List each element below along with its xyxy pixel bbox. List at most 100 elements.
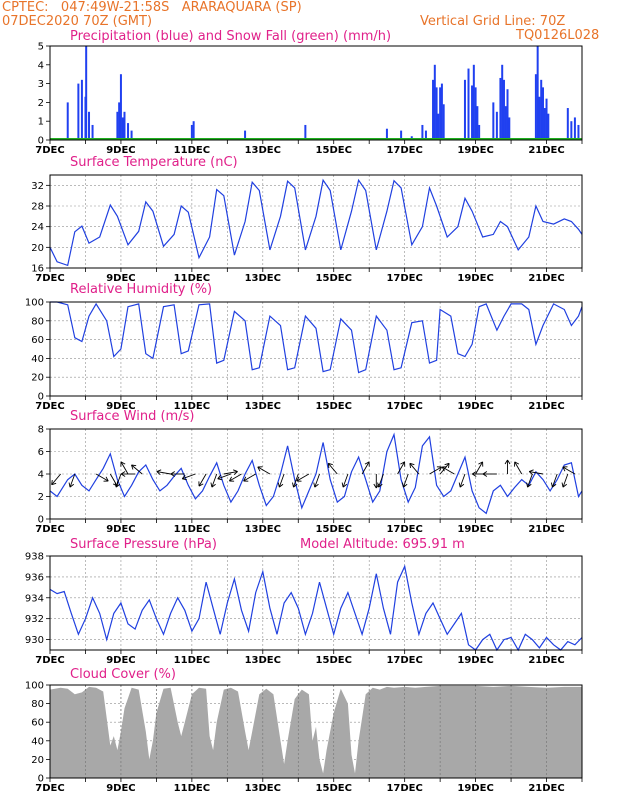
wind-arrow	[529, 471, 544, 475]
x-tick-label: 9DEC	[106, 783, 135, 794]
precip-bar	[127, 123, 130, 140]
precip-bar	[492, 102, 495, 140]
x-tick-label: 21DEC	[528, 783, 564, 794]
wind-arrowhead	[550, 482, 557, 488]
y-tick-label: 60	[31, 335, 44, 346]
y-tick-label: 28	[31, 202, 44, 213]
y-tick-label: 936	[25, 572, 44, 583]
y-tick-label: 40	[31, 354, 44, 365]
panel-frame	[49, 45, 583, 141]
y-tick-label: 930	[25, 635, 44, 646]
y-tick-label: 4	[38, 60, 44, 71]
wind-arrowhead	[341, 482, 348, 488]
series-line	[49, 564, 583, 652]
x-tick-label: 9DEC	[106, 524, 135, 535]
precip-bar	[502, 79, 505, 140]
precip-bar	[543, 108, 546, 140]
x-tick-label: 13DEC	[245, 273, 281, 284]
y-tick-label: 100	[25, 298, 44, 309]
wind-arrowhead	[103, 476, 109, 482]
wind-arrow	[409, 462, 420, 475]
wind-arrow	[217, 473, 232, 480]
wind-arrowhead	[409, 462, 415, 469]
precip-bar	[437, 113, 440, 140]
wind-arrow	[229, 473, 242, 482]
y-tick-label: 5	[38, 42, 44, 53]
precip-bar	[424, 130, 427, 140]
x-tick-label: 15DEC	[316, 524, 352, 535]
wind-arrowhead	[292, 482, 298, 488]
precip-bar	[538, 96, 541, 140]
wind-arrowhead	[514, 461, 520, 467]
precip-bar	[432, 79, 435, 140]
model-altitude-label: Model Altitude: 695.91 m	[300, 537, 465, 552]
y-tick-label: 0	[38, 392, 44, 403]
precip-bar	[421, 124, 424, 140]
panel-frame	[49, 684, 583, 779]
wind-arrowhead	[562, 466, 568, 472]
y-tick-label: 20	[31, 373, 44, 384]
x-tick-label: 9DEC	[106, 655, 135, 666]
y-tick-label: 16	[31, 264, 44, 275]
panel-title: Relative Humidity (%)	[70, 282, 212, 297]
wind-arrowhead	[402, 482, 408, 488]
wind-arrow	[156, 471, 171, 475]
y-tick-label: 20	[31, 755, 44, 766]
x-tick-label: 17DEC	[386, 273, 422, 284]
precip-bar	[435, 87, 438, 140]
wind-arrow	[293, 473, 299, 488]
wind-arrowhead	[257, 466, 263, 472]
y-tick-label: 932	[25, 614, 44, 625]
x-tick-label: 17DEC	[386, 655, 422, 666]
wind-arrow	[397, 461, 405, 475]
x-tick-label: 17DEC	[386, 145, 422, 156]
wind-arrowhead	[436, 466, 443, 472]
precip-bar	[501, 64, 504, 140]
wind-arrowhead	[210, 482, 216, 488]
x-tick-label: 19DEC	[457, 401, 493, 412]
x-tick-label: 19DEC	[457, 273, 493, 284]
precip-bar	[463, 79, 466, 140]
precip-bar	[442, 104, 445, 140]
wind-arrow	[459, 473, 466, 488]
y-tick-label: 938	[25, 552, 44, 563]
precip-bar	[88, 111, 91, 140]
x-tick-label: 7DEC	[35, 273, 64, 284]
x-tick-label: 15DEC	[316, 655, 352, 666]
wind-arrowhead	[228, 476, 235, 482]
wind-arrow	[562, 473, 569, 488]
wind-arrow	[314, 473, 320, 488]
y-tick-label: 8	[38, 425, 44, 436]
y-tick-label: 32	[31, 181, 44, 192]
x-tick-label: 21DEC	[528, 273, 564, 284]
precip-bar	[400, 130, 403, 140]
x-tick-label: 13DEC	[245, 145, 281, 156]
precip-bar	[385, 128, 388, 140]
wind-arrow	[562, 466, 576, 475]
wind-arrow	[429, 466, 442, 475]
precip-bar	[573, 117, 576, 140]
wind-arrowhead	[296, 476, 302, 482]
wind-arrow	[131, 464, 143, 475]
precip-bar	[541, 87, 544, 140]
precip-bar	[190, 124, 193, 140]
x-tick-label: 9DEC	[106, 401, 135, 412]
wind-arrow	[378, 473, 384, 488]
x-tick-label: 19DEC	[457, 145, 493, 156]
grid-note: Vertical Grid Line: 70Z	[420, 14, 566, 29]
x-tick-label: 21DEC	[528, 655, 564, 666]
wind-arrow	[198, 473, 207, 487]
precip-bar	[504, 106, 507, 140]
precip-bar	[545, 98, 548, 140]
panel-frame	[49, 555, 583, 651]
wind-arrowhead	[51, 479, 57, 486]
precip-bar	[91, 124, 94, 140]
x-tick-label: 11DEC	[174, 273, 210, 284]
wind-arrow	[243, 473, 256, 482]
x-tick-label: 7DEC	[35, 401, 64, 412]
precip-bar	[577, 124, 580, 140]
wind-arrow	[403, 473, 409, 488]
wind-arrowhead	[243, 476, 249, 482]
precip-bar	[433, 64, 436, 140]
wind-arrowhead	[277, 482, 284, 488]
